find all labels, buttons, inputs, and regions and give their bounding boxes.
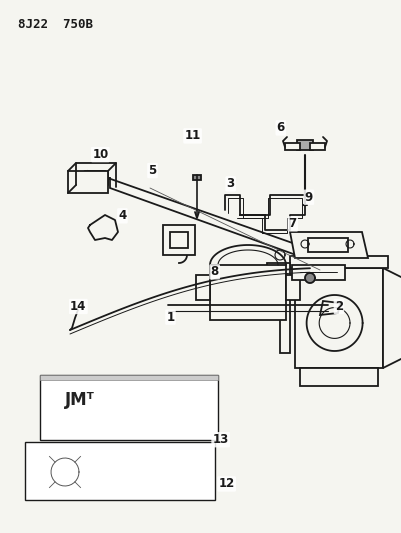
Polygon shape xyxy=(290,256,388,268)
Polygon shape xyxy=(286,275,300,300)
Polygon shape xyxy=(305,273,315,283)
Polygon shape xyxy=(295,268,383,368)
Polygon shape xyxy=(290,232,368,258)
Polygon shape xyxy=(68,171,108,193)
Text: 10: 10 xyxy=(92,148,109,161)
Text: 3: 3 xyxy=(227,177,235,190)
Polygon shape xyxy=(88,215,118,240)
Text: 1: 1 xyxy=(166,311,174,324)
Polygon shape xyxy=(352,261,378,275)
Polygon shape xyxy=(267,263,290,353)
Text: 11: 11 xyxy=(184,130,201,142)
Text: 4: 4 xyxy=(118,209,127,222)
Text: 5: 5 xyxy=(148,164,157,177)
Polygon shape xyxy=(163,225,195,255)
Text: JMᵀ: JMᵀ xyxy=(65,391,95,409)
Polygon shape xyxy=(383,268,401,368)
Bar xyxy=(25,442,215,500)
Polygon shape xyxy=(292,265,345,280)
Polygon shape xyxy=(320,301,340,315)
Text: 13: 13 xyxy=(213,433,229,446)
Polygon shape xyxy=(308,238,348,252)
Polygon shape xyxy=(193,175,201,180)
Polygon shape xyxy=(85,171,375,278)
Bar xyxy=(40,375,218,440)
Polygon shape xyxy=(300,368,378,386)
Text: 8J22  750B: 8J22 750B xyxy=(18,18,93,31)
Text: 14: 14 xyxy=(70,300,87,313)
Polygon shape xyxy=(80,171,108,188)
Text: 12: 12 xyxy=(219,478,235,490)
Polygon shape xyxy=(285,143,300,150)
Polygon shape xyxy=(170,232,188,248)
Polygon shape xyxy=(210,265,286,320)
Text: 9: 9 xyxy=(305,191,313,204)
Bar xyxy=(40,375,218,380)
Text: 2: 2 xyxy=(335,300,343,313)
Polygon shape xyxy=(310,143,325,150)
Polygon shape xyxy=(196,275,210,300)
Text: 8: 8 xyxy=(211,265,219,278)
Text: 7: 7 xyxy=(289,217,297,230)
Text: 6: 6 xyxy=(277,122,285,134)
Polygon shape xyxy=(297,140,313,150)
